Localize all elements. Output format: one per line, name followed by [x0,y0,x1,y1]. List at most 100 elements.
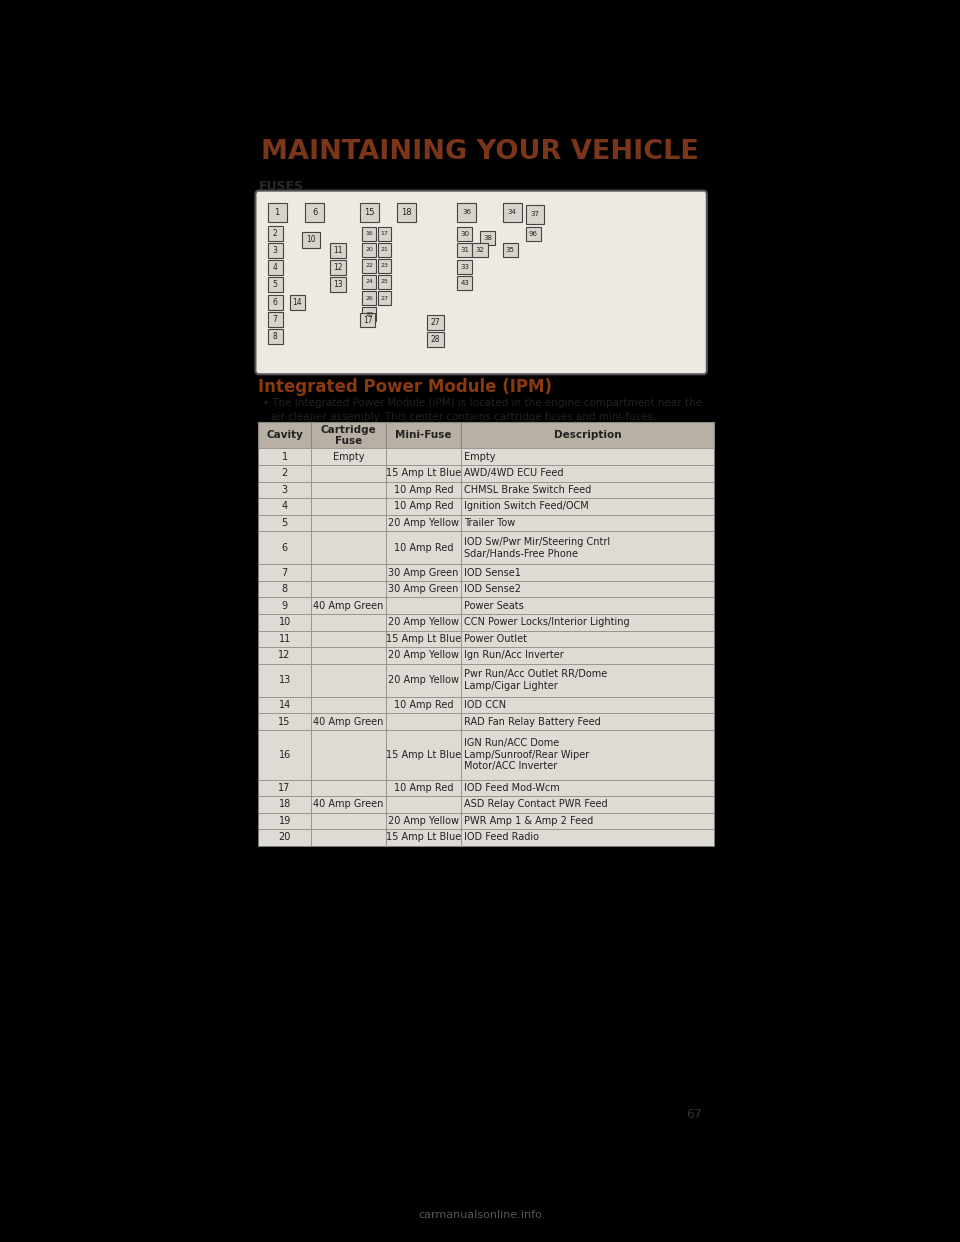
Bar [457,227,472,241]
Bar [503,243,518,257]
Text: 28: 28 [430,335,440,344]
Text: Ign Run/Acc Inverter: Ign Run/Acc Inverter [464,651,564,661]
Text: 20 Amp Yellow: 20 Amp Yellow [388,518,459,528]
Text: 27: 27 [380,296,389,301]
Bar [330,243,347,258]
Bar [363,243,376,257]
Bar [386,663,461,697]
Bar [311,581,386,597]
Text: 6: 6 [273,298,277,307]
Bar [386,614,461,631]
Text: 5: 5 [273,279,277,289]
Text: 14: 14 [293,298,302,307]
Text: 20: 20 [278,832,291,842]
Text: 20 Amp Yellow: 20 Amp Yellow [388,651,459,661]
Text: 9: 9 [281,601,288,611]
Bar [386,465,461,482]
Bar [386,830,461,846]
Text: 33: 33 [461,263,469,270]
Text: 22: 22 [365,263,373,268]
Bar [311,631,386,647]
Bar [258,780,311,796]
Text: 1: 1 [281,452,288,462]
Text: 14: 14 [278,700,291,710]
Bar [311,663,386,697]
Bar [386,597,461,614]
Bar [258,830,311,846]
Text: 4: 4 [281,502,288,512]
Bar [386,780,461,796]
Bar [377,291,392,306]
Text: 2: 2 [281,468,288,478]
Text: 3: 3 [281,484,288,494]
Text: 24: 24 [365,279,373,284]
Text: 2: 2 [273,229,277,237]
Text: 8: 8 [273,332,277,342]
Text: Ignition Switch Feed/OCM: Ignition Switch Feed/OCM [464,502,588,512]
Bar [258,812,311,830]
Bar [363,307,376,322]
Bar [461,597,713,614]
Text: 18: 18 [278,800,291,810]
Bar [503,202,521,222]
Text: 30: 30 [461,231,469,237]
Text: 37: 37 [531,211,540,217]
Bar [386,697,461,713]
Bar [525,205,544,224]
Bar [311,532,386,564]
Text: 10 Amp Red: 10 Amp Red [394,782,453,792]
Text: 10 Amp Red: 10 Amp Red [394,700,453,710]
Text: 12: 12 [278,651,291,661]
Text: 10 Amp Red: 10 Amp Red [394,502,453,512]
Text: 43: 43 [461,279,469,286]
Text: 6: 6 [281,543,288,553]
Text: 31: 31 [461,247,469,253]
Text: Integrated Power Module (IPM): Integrated Power Module (IPM) [258,379,552,396]
Bar [258,448,311,465]
Text: 15: 15 [278,717,291,727]
Bar [258,482,311,498]
Text: 10: 10 [278,617,291,627]
Bar [311,812,386,830]
Text: Mini-Fuse: Mini-Fuse [396,431,452,441]
Bar [268,260,283,274]
Bar [311,482,386,498]
Text: 4: 4 [273,263,277,272]
Text: 28: 28 [366,312,373,317]
Text: Cartridge
Fuse: Cartridge Fuse [321,425,376,446]
Bar [386,498,461,514]
Bar [461,812,713,830]
Text: IOD Sense1: IOD Sense1 [464,568,521,578]
Bar [427,332,444,348]
Bar [268,296,283,310]
Bar [377,243,392,257]
Bar [461,614,713,631]
Text: 7: 7 [281,568,288,578]
Text: 15 Amp Lt Blue: 15 Amp Lt Blue [386,750,461,760]
Text: 34: 34 [508,209,516,215]
Bar [461,422,713,448]
Bar [290,296,304,310]
Text: 13: 13 [278,676,291,686]
Text: 40 Amp Green: 40 Amp Green [313,601,384,611]
Bar [457,276,472,289]
Text: 19: 19 [278,816,291,826]
Text: 21: 21 [380,247,389,252]
Bar [258,514,311,532]
Bar [377,274,392,289]
Text: PWR Amp 1 & Amp 2 Feed: PWR Amp 1 & Amp 2 Feed [464,816,593,826]
Bar [386,581,461,597]
Bar [386,514,461,532]
Text: 8: 8 [281,584,288,594]
Bar [258,498,311,514]
Text: 18: 18 [400,207,411,216]
Bar [360,202,379,222]
Bar [427,315,444,330]
Text: RAD Fan Relay Battery Feed: RAD Fan Relay Battery Feed [464,717,601,727]
Text: air cleaner assembly. This center contains cartridge fuses and mini-fuses.: air cleaner assembly. This center contai… [272,412,657,422]
Bar [268,277,283,292]
Text: 40 Amp Green: 40 Amp Green [313,717,384,727]
Text: 10: 10 [306,235,316,245]
Text: • The Integrated Power Module (IPM) is located in the engine compartment near th: • The Integrated Power Module (IPM) is l… [263,399,702,409]
Text: 17: 17 [278,782,291,792]
